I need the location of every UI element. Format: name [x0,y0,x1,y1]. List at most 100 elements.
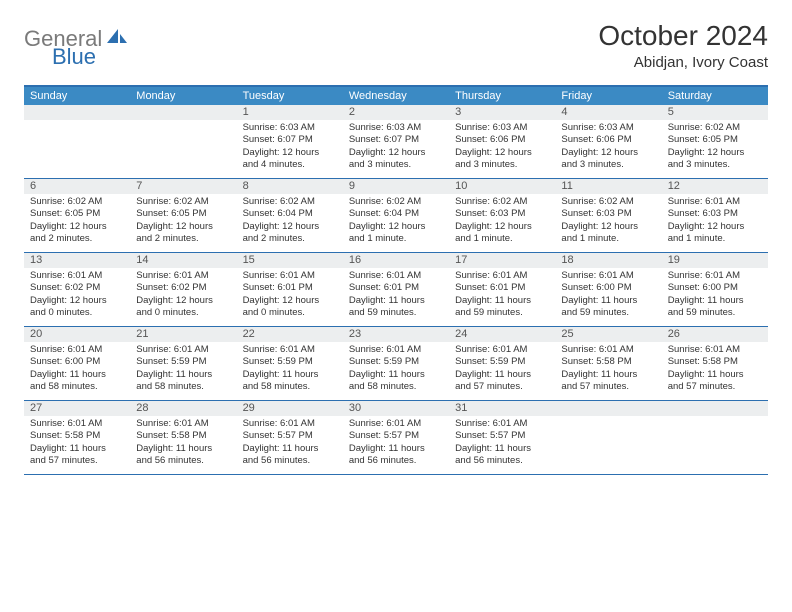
day-number: 22 [237,327,343,342]
day-detail-line: Daylight: 12 hours [243,221,337,233]
day-detail-line: Sunset: 6:07 PM [349,134,443,146]
logo: General Blue [24,20,128,52]
day-detail-line: Daylight: 12 hours [455,147,549,159]
day-number: 15 [237,253,343,268]
day-cell: 8Sunrise: 6:02 AMSunset: 6:04 PMDaylight… [237,179,343,252]
day-number: 17 [449,253,555,268]
day-number: 20 [24,327,130,342]
day-details [130,120,236,178]
day-cell: 13Sunrise: 6:01 AMSunset: 6:02 PMDayligh… [24,253,130,326]
day-details: Sunrise: 6:01 AMSunset: 6:00 PMDaylight:… [662,268,768,326]
day-cell: 10Sunrise: 6:02 AMSunset: 6:03 PMDayligh… [449,179,555,252]
day-details: Sunrise: 6:01 AMSunset: 6:01 PMDaylight:… [343,268,449,326]
day-details: Sunrise: 6:01 AMSunset: 6:03 PMDaylight:… [662,194,768,252]
day-detail-line: Sunset: 5:57 PM [455,430,549,442]
day-detail-line: and 2 minutes. [136,233,230,245]
day-cell [130,105,236,178]
day-detail-line: Sunset: 6:01 PM [349,282,443,294]
day-detail-line: Sunset: 5:58 PM [136,430,230,442]
day-details: Sunrise: 6:02 AMSunset: 6:05 PMDaylight:… [24,194,130,252]
day-details: Sunrise: 6:01 AMSunset: 5:57 PMDaylight:… [343,416,449,474]
day-number: 5 [662,105,768,120]
day-detail-line: and 57 minutes. [30,455,124,467]
day-cell: 16Sunrise: 6:01 AMSunset: 6:01 PMDayligh… [343,253,449,326]
day-detail-line: Daylight: 12 hours [349,221,443,233]
day-detail-line: and 1 minute. [349,233,443,245]
day-detail-line: and 1 minute. [561,233,655,245]
day-detail-line: Sunset: 5:57 PM [243,430,337,442]
day-detail-line: and 1 minute. [455,233,549,245]
day-detail-line: Sunrise: 6:01 AM [349,344,443,356]
location: Abidjan, Ivory Coast [598,54,768,71]
day-cell: 15Sunrise: 6:01 AMSunset: 6:01 PMDayligh… [237,253,343,326]
day-number: 21 [130,327,236,342]
day-detail-line: Sunrise: 6:01 AM [455,418,549,430]
day-number: 13 [24,253,130,268]
day-detail-line: Sunset: 5:59 PM [349,356,443,368]
day-detail-line: Daylight: 11 hours [30,443,124,455]
week-row: 13Sunrise: 6:01 AMSunset: 6:02 PMDayligh… [24,253,768,327]
day-number: 4 [555,105,661,120]
day-detail-line: and 2 minutes. [243,233,337,245]
weekday-header-row: SundayMondayTuesdayWednesdayThursdayFrid… [24,87,768,105]
day-detail-line: Sunrise: 6:01 AM [243,344,337,356]
day-cell: 24Sunrise: 6:01 AMSunset: 5:59 PMDayligh… [449,327,555,400]
day-cell: 26Sunrise: 6:01 AMSunset: 5:58 PMDayligh… [662,327,768,400]
day-detail-line: Daylight: 12 hours [349,147,443,159]
day-cell: 28Sunrise: 6:01 AMSunset: 5:58 PMDayligh… [130,401,236,474]
day-cell: 29Sunrise: 6:01 AMSunset: 5:57 PMDayligh… [237,401,343,474]
day-number: 29 [237,401,343,416]
day-detail-line: Sunset: 5:59 PM [455,356,549,368]
day-detail-line: and 57 minutes. [668,381,762,393]
day-detail-line: Daylight: 12 hours [136,295,230,307]
day-detail-line: Sunrise: 6:01 AM [668,344,762,356]
day-detail-line: Daylight: 11 hours [136,369,230,381]
month-title: October 2024 [598,20,768,52]
day-detail-line: Sunset: 6:05 PM [30,208,124,220]
day-detail-line: Daylight: 11 hours [243,443,337,455]
day-details: Sunrise: 6:01 AMSunset: 5:58 PMDaylight:… [555,342,661,400]
day-detail-line: Sunrise: 6:02 AM [30,196,124,208]
day-detail-line: Daylight: 12 hours [30,295,124,307]
day-detail-line: Sunset: 6:03 PM [668,208,762,220]
day-number: 16 [343,253,449,268]
day-detail-line: Sunset: 6:00 PM [30,356,124,368]
day-cell: 1Sunrise: 6:03 AMSunset: 6:07 PMDaylight… [237,105,343,178]
day-detail-line: Daylight: 11 hours [455,295,549,307]
day-detail-line: Sunrise: 6:01 AM [30,344,124,356]
day-detail-line: Sunrise: 6:02 AM [561,196,655,208]
day-detail-line: Sunrise: 6:01 AM [561,270,655,282]
day-detail-line: and 57 minutes. [455,381,549,393]
weekday-cell: Thursday [449,87,555,105]
day-number: 7 [130,179,236,194]
day-details: Sunrise: 6:01 AMSunset: 6:02 PMDaylight:… [24,268,130,326]
day-detail-line: Sunrise: 6:01 AM [668,196,762,208]
week-row: 6Sunrise: 6:02 AMSunset: 6:05 PMDaylight… [24,179,768,253]
day-detail-line: and 58 minutes. [30,381,124,393]
day-detail-line: Sunset: 6:05 PM [136,208,230,220]
day-detail-line: Sunrise: 6:01 AM [136,418,230,430]
day-detail-line: Sunset: 6:00 PM [668,282,762,294]
day-number [662,401,768,416]
day-number: 3 [449,105,555,120]
day-detail-line: Daylight: 11 hours [136,443,230,455]
day-cell [24,105,130,178]
day-detail-line: Daylight: 12 hours [455,221,549,233]
day-details: Sunrise: 6:01 AMSunset: 5:59 PMDaylight:… [449,342,555,400]
day-cell [555,401,661,474]
weekday-cell: Friday [555,87,661,105]
day-number: 10 [449,179,555,194]
weekday-cell: Tuesday [237,87,343,105]
day-detail-line: Sunrise: 6:01 AM [561,344,655,356]
day-number: 6 [24,179,130,194]
day-detail-line: Sunrise: 6:01 AM [243,270,337,282]
day-details: Sunrise: 6:01 AMSunset: 5:58 PMDaylight:… [24,416,130,474]
day-cell: 3Sunrise: 6:03 AMSunset: 6:06 PMDaylight… [449,105,555,178]
day-detail-line: Sunrise: 6:03 AM [455,122,549,134]
day-number [130,105,236,120]
day-detail-line: Sunrise: 6:01 AM [349,418,443,430]
day-detail-line: and 57 minutes. [561,381,655,393]
day-number: 2 [343,105,449,120]
day-cell: 5Sunrise: 6:02 AMSunset: 6:05 PMDaylight… [662,105,768,178]
day-detail-line: Sunset: 6:02 PM [136,282,230,294]
